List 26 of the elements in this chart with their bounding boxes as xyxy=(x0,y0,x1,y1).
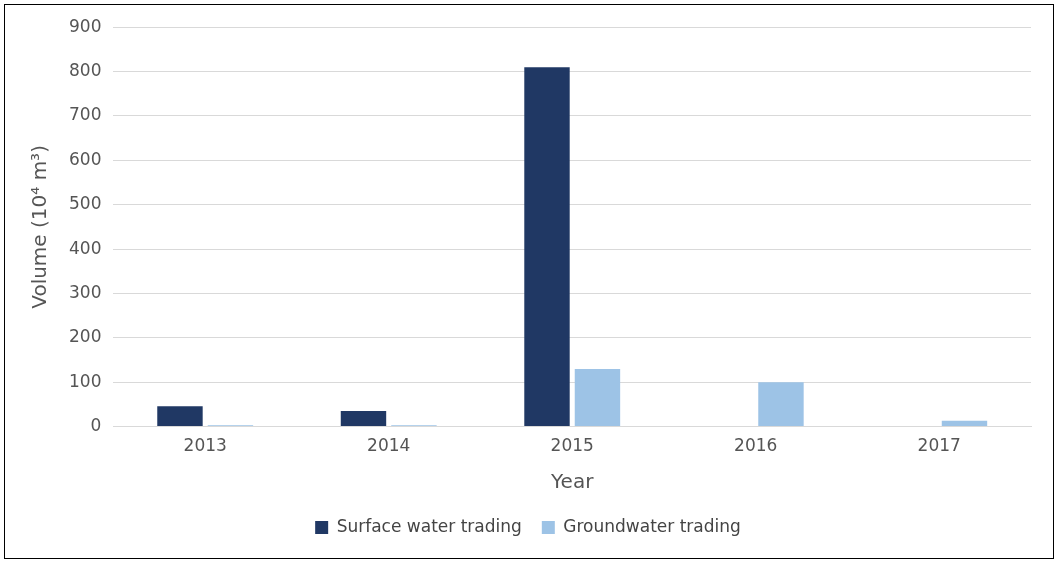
legend-label: Surface water trading xyxy=(336,515,522,536)
bar xyxy=(340,411,387,427)
y-tick-label: 600 xyxy=(68,148,102,169)
y-tick-label: 700 xyxy=(68,104,102,125)
y-axis-title: Volume (10⁴ m³) xyxy=(27,145,52,309)
y-tick-label: 200 xyxy=(68,326,102,347)
bar xyxy=(941,420,988,427)
bar xyxy=(157,406,203,427)
y-tick-label: 500 xyxy=(68,193,102,214)
y-tick-label: 900 xyxy=(68,15,102,36)
y-tick-label: 800 xyxy=(68,60,102,80)
y-tick-label: 300 xyxy=(68,281,102,302)
y-tick-label: 400 xyxy=(68,237,102,258)
x-tick-label: 2013 xyxy=(183,435,227,456)
x-tick-label: 2014 xyxy=(367,435,411,456)
y-tick-label: 0 xyxy=(90,415,102,436)
legend-label: Groundwater trading xyxy=(563,515,741,536)
frame: Year Volume (10⁴ m³) Surface water trading Groundwater trading 2013 2014 2015 2016 2017 0 100 200 300 400 500 600 700 800 900 xyxy=(4,4,1054,559)
bar xyxy=(524,67,570,427)
y-tick-label: 100 xyxy=(68,370,102,391)
bar xyxy=(758,382,804,427)
bar xyxy=(574,368,621,427)
x-tick-label: 2017 xyxy=(917,435,961,456)
x-tick-label: 2015 xyxy=(550,435,594,456)
x-axis-title: Year xyxy=(550,469,595,494)
x-tick-label: 2016 xyxy=(734,435,778,456)
